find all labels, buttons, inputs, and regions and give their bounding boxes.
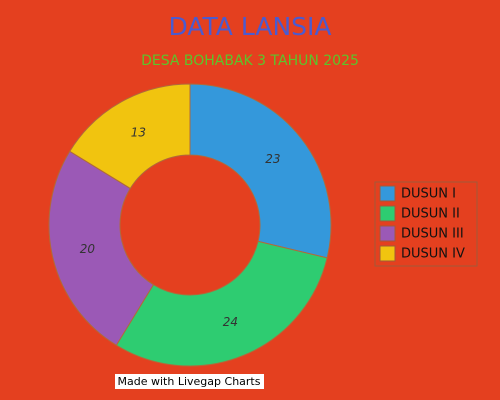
legend-box [374, 181, 478, 267]
doughnut-segment [189, 83, 332, 259]
data-label: 20 [80, 242, 96, 256]
doughnut-segment [69, 83, 191, 190]
data-label: 23 [265, 152, 280, 166]
legend-swatch [379, 225, 396, 242]
doughnut-segment [115, 240, 328, 367]
legend-swatch [379, 245, 396, 262]
legend-label: DUSUN II [401, 207, 460, 222]
doughnut-segment [48, 150, 155, 346]
legend-label: DUSUN IV [401, 247, 465, 262]
legend-label: DUSUN I [401, 187, 456, 202]
watermark: Made with Livegap Charts [118, 375, 261, 388]
legend-swatch [379, 205, 396, 222]
legend-label: DUSUN III [401, 227, 464, 242]
legend-swatch [379, 185, 396, 202]
watermark-box [115, 374, 264, 389]
data-label: 24 [223, 315, 238, 329]
chart-subtitle: DESA BOHABAK 3 TAHUN 2025 [141, 53, 359, 69]
chart-title: DATA LANSIA [168, 12, 331, 41]
data-label: 13 [131, 125, 146, 139]
